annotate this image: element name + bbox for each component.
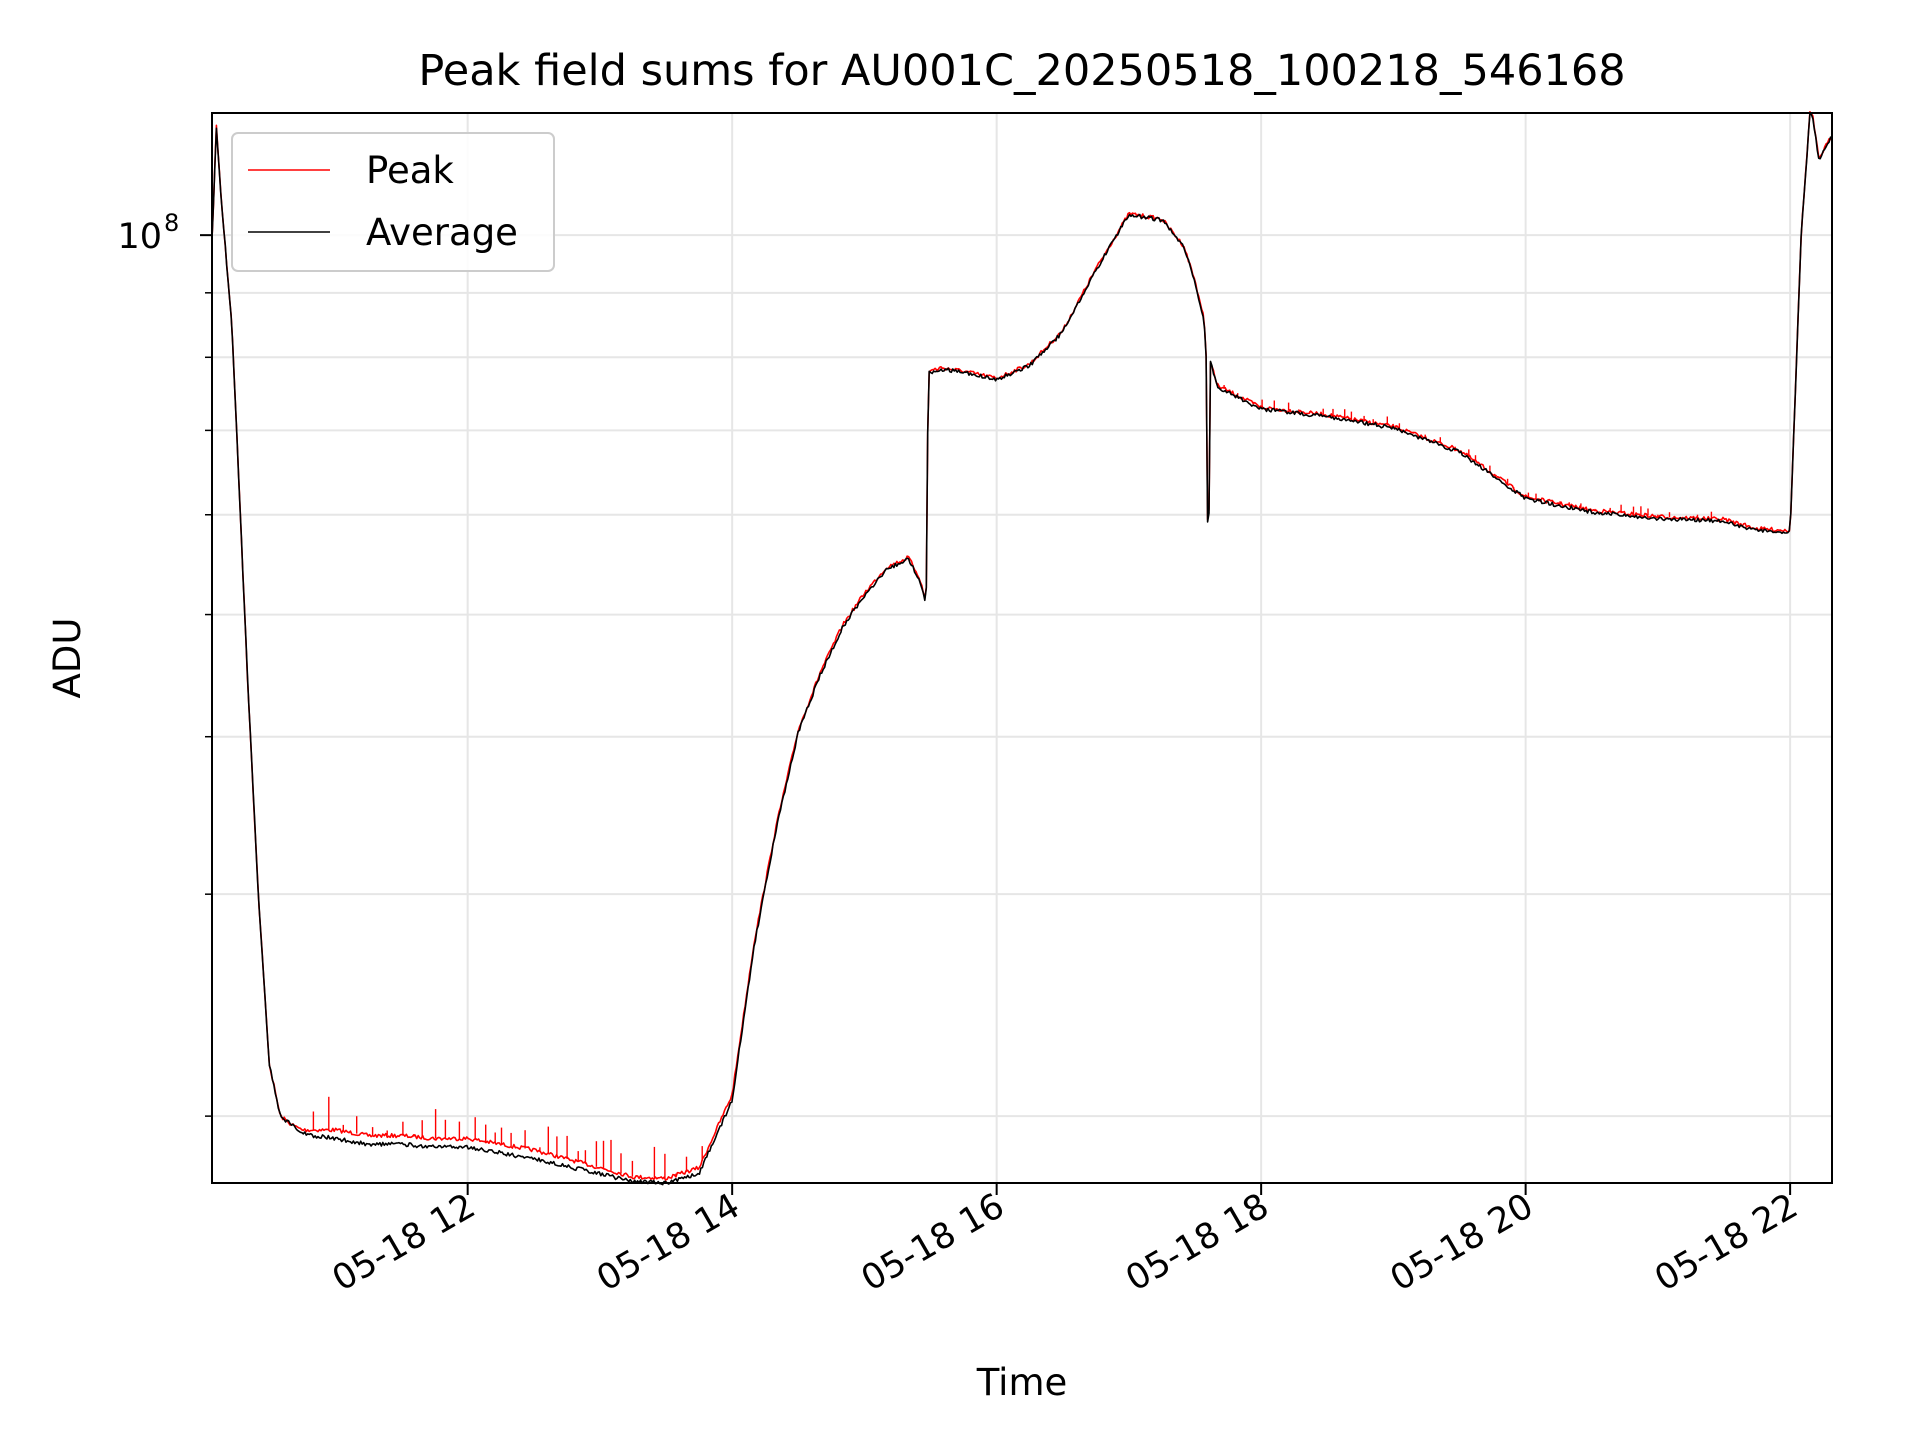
- axes-frame: [211, 112, 1833, 1184]
- legend-box: [231, 132, 555, 272]
- y-axis-label: ADU: [46, 618, 89, 699]
- grid: [212, 113, 1832, 1183]
- legend-peak-label: Peak: [366, 149, 454, 192]
- x-axis-label: Time: [976, 1361, 1068, 1404]
- y-tick-label-exponent: 8: [164, 209, 179, 237]
- plot-area: [211, 111, 1833, 1186]
- y-tick-label: 10: [117, 217, 162, 257]
- average-series-line: [211, 113, 1833, 1186]
- legend-average-label: Average: [366, 211, 518, 254]
- chart-title: Peak field sums for AU001C_20250518_1002…: [418, 46, 1625, 96]
- legend: Peak Average: [231, 132, 555, 272]
